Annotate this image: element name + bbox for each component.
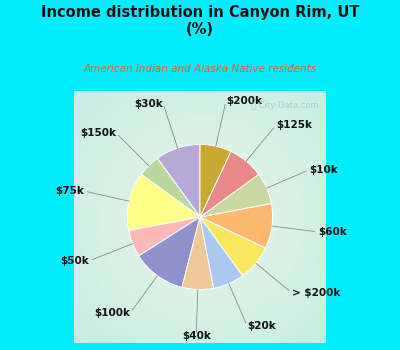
Text: $60k: $60k [318,227,347,237]
Text: $50k: $50k [61,256,90,266]
Text: ⓘ City-Data.com: ⓘ City-Data.com [251,101,318,110]
Wedge shape [200,145,231,217]
Wedge shape [200,203,272,248]
Wedge shape [200,174,271,217]
Text: $40k: $40k [182,331,211,341]
Text: $100k: $100k [94,308,130,318]
Text: $200k: $200k [226,96,262,106]
Wedge shape [157,145,200,217]
Wedge shape [182,217,214,289]
Wedge shape [200,217,266,276]
Text: > $200k: > $200k [292,288,340,298]
Text: $150k: $150k [80,128,116,138]
Wedge shape [200,217,243,288]
Text: $30k: $30k [134,99,163,109]
Text: $75k: $75k [55,186,84,196]
Wedge shape [129,217,200,256]
Text: American Indian and Alaska Native residents: American Indian and Alaska Native reside… [83,64,317,74]
Wedge shape [128,174,200,231]
Text: $10k: $10k [309,165,338,175]
Text: Income distribution in Canyon Rim, UT
(%): Income distribution in Canyon Rim, UT (%… [41,5,359,37]
Wedge shape [139,217,200,287]
Wedge shape [141,158,200,217]
Wedge shape [200,151,259,217]
Text: $125k: $125k [276,120,312,130]
Text: $20k: $20k [247,321,276,331]
